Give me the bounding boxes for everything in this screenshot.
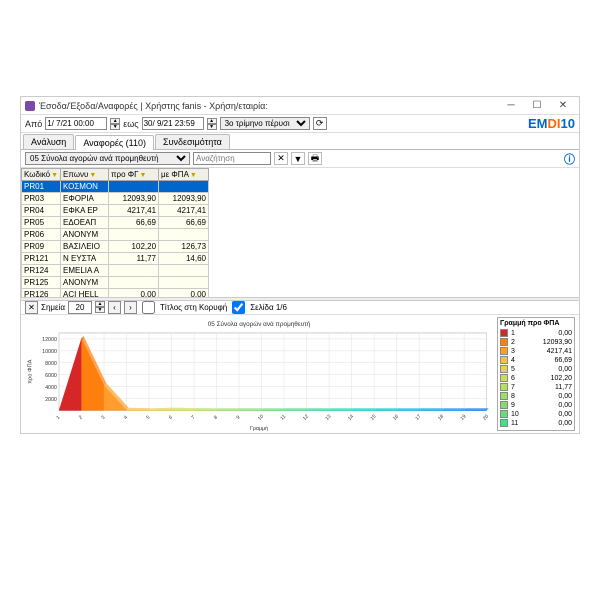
col-with-vat: με ΦΠΑ▼ [159, 169, 209, 181]
chart-area: 2000400060008000100001200012345678910111… [21, 315, 579, 433]
col-code: Κωδικό▼ [22, 169, 61, 181]
svg-text:05 Σύνολα αγορών ανά προμηθευτ: 05 Σύνολα αγορών ανά προμηθευτή [208, 320, 311, 328]
svg-text:4: 4 [123, 414, 129, 421]
svg-text:Γραμμή: Γραμμή [250, 425, 268, 431]
info-icon[interactable]: ⓘ [564, 151, 575, 167]
report-select[interactable]: 05 Σύνολα αγορών ανά προμηθευτή [25, 152, 190, 165]
to-spin-down[interactable]: ▼ [207, 124, 217, 130]
svg-text:προ ΦΠΑ: προ ΦΠΑ [28, 359, 34, 384]
svg-text:13: 13 [324, 413, 332, 422]
window-title: Έσοδα/Έξοδα/Αναφορές | Χρήστης fanis - Χ… [39, 101, 499, 111]
svg-text:2: 2 [78, 414, 84, 421]
svg-text:12: 12 [302, 413, 310, 422]
from-label: Από [25, 119, 42, 129]
chart-controls: ✕ Σημεία ▲▼ ‹ › Τίτλος στη Κορυφή Σελίδα… [21, 301, 579, 315]
svg-text:1: 1 [55, 414, 61, 421]
svg-text:3: 3 [100, 414, 106, 421]
table-row[interactable]: PR09ΒΑΣΙΛΕΙΟ102,20126,73 [22, 241, 209, 253]
col-pre-vat: προ ΦΓ▼ [109, 169, 159, 181]
svg-text:11: 11 [280, 413, 288, 421]
svg-text:19: 19 [460, 413, 468, 422]
page-checkbox[interactable] [232, 301, 245, 314]
app-logo: EMDI10 [528, 116, 575, 131]
title-top-checkbox[interactable] [142, 301, 155, 314]
svg-text:6: 6 [168, 414, 174, 421]
legend-row: 80,00 [500, 392, 572, 400]
clear-icon[interactable]: ✕ [274, 152, 288, 165]
to-date-input[interactable] [142, 117, 204, 130]
svg-text:8000: 8000 [45, 361, 57, 367]
points-input[interactable] [68, 301, 92, 314]
table-row[interactable]: PR03ΕΦΟΡΙΑ12093,9012093,90 [22, 193, 209, 205]
legend-row: 10,00 [500, 329, 572, 337]
app-window: Έσοδα/Έξοδα/Αναφορές | Χρήστης fanis - Χ… [20, 96, 580, 434]
main-tabs: Ανάλυση Αναφορές (110) Συνδεσιμότητα [21, 133, 579, 150]
chart-close-icon[interactable]: ✕ [25, 301, 38, 314]
points-label: Σημεία [41, 303, 65, 312]
svg-text:5: 5 [145, 414, 151, 421]
table-row[interactable]: PR01ΚΟΣΜΟΝ [22, 181, 209, 193]
table-row[interactable]: PR124EMELIA A [22, 265, 209, 277]
legend-row: 110,00 [500, 419, 572, 427]
app-icon [25, 101, 35, 111]
to-label: εως [123, 119, 138, 129]
svg-text:2000: 2000 [45, 397, 57, 403]
minimize-button[interactable]: ─ [499, 99, 523, 113]
filter-icon[interactable]: ▼ [291, 152, 305, 165]
legend-row: 90,00 [500, 401, 572, 409]
refresh-button[interactable]: ⟳ [313, 117, 327, 130]
table-row[interactable]: PR126ACI HELL0,000,00 [22, 289, 209, 298]
chart-prev-button[interactable]: ‹ [108, 301, 121, 314]
points-spin-down[interactable]: ▼ [95, 307, 105, 313]
svg-text:8: 8 [213, 414, 219, 421]
print-icon[interactable]: 🖶 [308, 152, 322, 165]
table-row[interactable]: PR04ΕΦΚΑ ΕΡ4217,414217,41 [22, 205, 209, 217]
svg-text:7: 7 [190, 414, 196, 421]
svg-text:14: 14 [347, 413, 355, 422]
table-row[interactable]: PR121Ν ΕΥΣΤΑ11,7714,60 [22, 253, 209, 265]
tab-connectivity[interactable]: Συνδεσιμότητα [155, 134, 230, 149]
chart-legend: Γραμμή προ ΦΠΑ 10,00212093,9034217,41466… [497, 317, 575, 431]
svg-text:18: 18 [437, 413, 445, 422]
table-row[interactable]: PR125ANONYM [22, 277, 209, 289]
svg-text:10000: 10000 [42, 349, 57, 355]
close-button[interactable]: ✕ [551, 99, 575, 113]
from-spin-down[interactable]: ▼ [110, 124, 120, 130]
svg-text:4000: 4000 [45, 385, 57, 391]
svg-text:15: 15 [369, 413, 377, 422]
page-label: Σελίδα 1/6 [250, 303, 287, 312]
from-date-input[interactable] [45, 117, 107, 130]
tab-analysis[interactable]: Ανάλυση [23, 134, 74, 149]
legend-row: 6102,20 [500, 374, 572, 382]
data-grid-area: Κωδικό▼ Επωνυ▼ προ ΦΓ▼ με ΦΠΑ▼ PR01ΚΟΣΜΟ… [21, 168, 579, 297]
table-row[interactable]: PR05ΕΔΟΕΑΠ66,6966,69 [22, 217, 209, 229]
legend-row: 711,77 [500, 383, 572, 391]
tab-reports[interactable]: Αναφορές (110) [75, 135, 154, 150]
maximize-button[interactable]: ☐ [525, 99, 549, 113]
svg-text:17: 17 [414, 413, 422, 422]
svg-text:10: 10 [257, 413, 265, 422]
filter-bar: 05 Σύνολα αγορών ανά προμηθευτή ✕ ▼ 🖶 ⓘ [21, 150, 579, 168]
svg-text:12000: 12000 [42, 337, 57, 343]
col-name: Επωνυ▼ [61, 169, 109, 181]
chart-canvas: 2000400060008000100001200012345678910111… [25, 317, 493, 431]
titlebar: Έσοδα/Έξοδα/Αναφορές | Χρήστης fanis - Χ… [21, 97, 579, 115]
svg-text:9: 9 [235, 414, 241, 421]
svg-text:16: 16 [392, 413, 400, 422]
date-toolbar: Από ▲▼ εως ▲▼ 3ο τρίμηνο πέρυσι ⟳ EMDI10 [21, 115, 579, 133]
legend-row: 466,69 [500, 356, 572, 364]
svg-text:20: 20 [482, 413, 490, 422]
legend-row: 34217,41 [500, 347, 572, 355]
data-grid[interactable]: Κωδικό▼ Επωνυ▼ προ ΦΓ▼ με ΦΠΑ▼ PR01ΚΟΣΜΟ… [21, 168, 209, 297]
search-input[interactable] [193, 152, 271, 165]
table-row[interactable]: PR06ANONYM [22, 229, 209, 241]
period-select[interactable]: 3ο τρίμηνο πέρυσι [220, 117, 310, 130]
legend-row: 100,00 [500, 410, 572, 418]
legend-row: 212093,90 [500, 338, 572, 346]
chart-next-button[interactable]: › [124, 301, 137, 314]
svg-text:6000: 6000 [45, 373, 57, 379]
title-top-label: Τίτλος στη Κορυφή [160, 303, 227, 312]
legend-row: 50,00 [500, 365, 572, 373]
